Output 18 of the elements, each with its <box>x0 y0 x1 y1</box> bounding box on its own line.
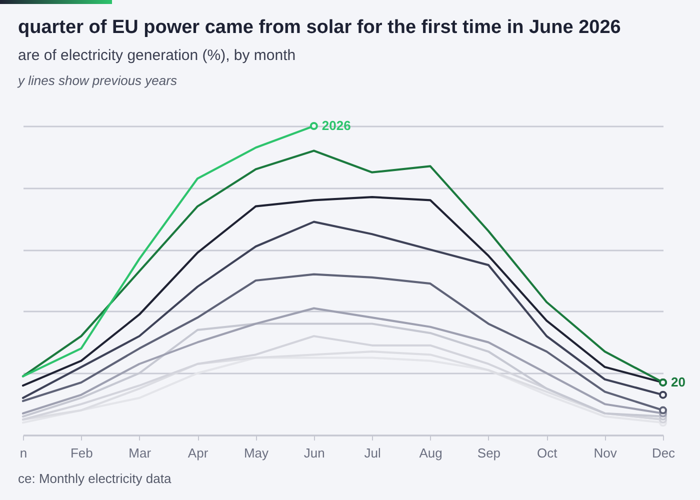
text: ce: Monthly electricity data <box>18 471 172 486</box>
series-label: 20 <box>671 374 686 390</box>
x-tick-label: Sep <box>477 446 501 460</box>
x-tick-label: May <box>244 446 270 460</box>
x-tick-label: Aug <box>419 446 442 460</box>
x-tick-label: Jul <box>364 446 382 460</box>
text: y lines show previous years <box>18 73 177 88</box>
chart-title: quarter of EU power came from solar for the first time in June 2026 <box>18 17 621 39</box>
x-tick-label: Dec <box>652 446 676 460</box>
x-tick-label: Oct <box>537 446 558 460</box>
chart-subtitle: are of electricity generation (%), by month <box>18 47 296 64</box>
x-tick-label: Jun <box>304 446 325 460</box>
x-tick-label: Mar <box>128 446 152 460</box>
x-tick-label: Feb <box>70 446 93 460</box>
x-tick-label: n <box>20 446 28 460</box>
x-tick-label: Nov <box>594 446 618 460</box>
series-label: 2026 <box>322 118 351 133</box>
x-tick-label: Apr <box>188 446 209 460</box>
